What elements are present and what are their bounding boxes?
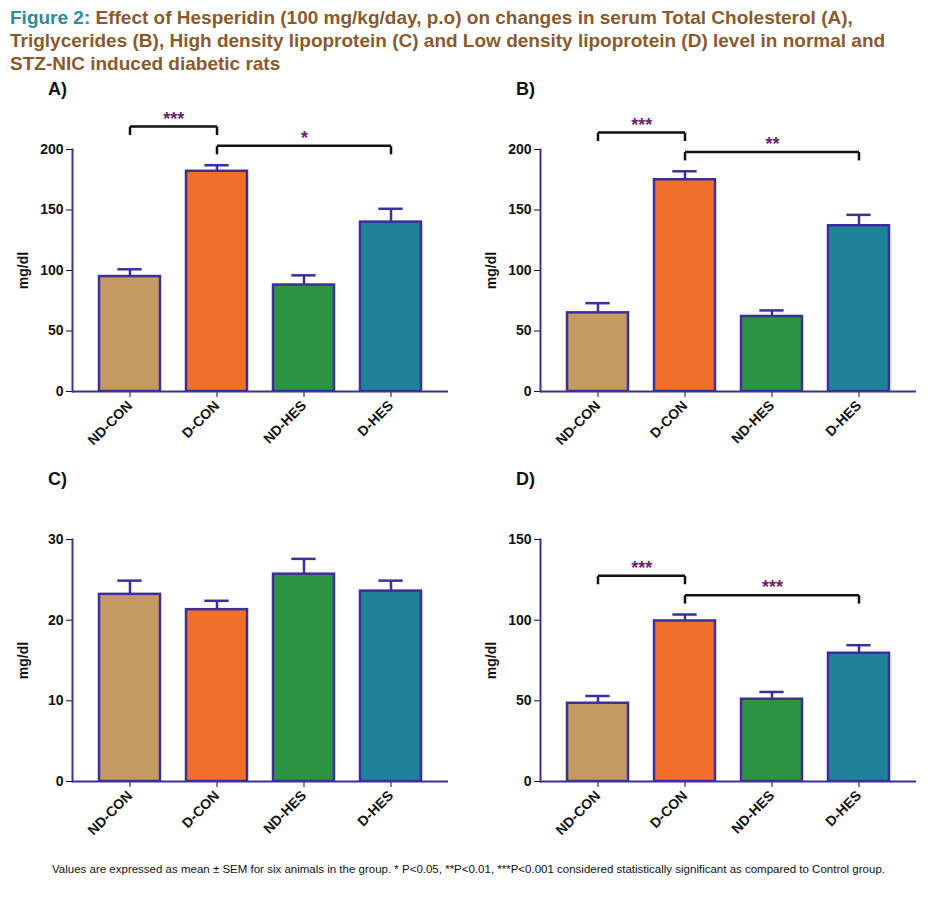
svg-text:D-CON: D-CON: [647, 787, 691, 831]
svg-text:mg/dl: mg/dl: [15, 252, 31, 289]
svg-text:ND-CON: ND-CON: [84, 787, 135, 838]
svg-text:0: 0: [524, 383, 532, 399]
svg-text:50: 50: [48, 322, 64, 338]
svg-text:ND-CON: ND-CON: [84, 397, 135, 448]
svg-text:100: 100: [40, 262, 64, 278]
svg-text:ND-HES: ND-HES: [260, 397, 309, 446]
svg-text:D-CON: D-CON: [647, 397, 691, 441]
svg-text:D-HES: D-HES: [354, 397, 396, 439]
svg-text:10: 10: [48, 692, 64, 708]
svg-text:30: 30: [48, 531, 64, 547]
svg-text:0: 0: [56, 383, 64, 399]
html-text:D): D): [516, 469, 535, 489]
svg-text:**: **: [765, 134, 779, 154]
svg-text:mg/dl: mg/dl: [483, 252, 499, 289]
svg-text:20: 20: [48, 612, 64, 628]
svg-text:ND-HES: ND-HES: [260, 787, 309, 836]
svg-text:50: 50: [516, 692, 532, 708]
html-text:Figure 2: Effect of Hesperidin: Figure 2: Effect of Hesperidin (100 mg/k…: [10, 7, 886, 74]
svg-text:100: 100: [508, 612, 532, 628]
svg-text:150: 150: [40, 201, 64, 217]
html-text:Values are expressed as mean ±: Values are expressed as mean ± SEM for s…: [52, 863, 885, 875]
svg-text:D-CON: D-CON: [179, 787, 223, 831]
svg-text:100: 100: [508, 262, 532, 278]
svg-text:D-HES: D-HES: [822, 397, 864, 439]
svg-text:200: 200: [508, 141, 532, 157]
svg-text:*: *: [301, 128, 308, 148]
html-text:C): C): [48, 469, 67, 489]
svg-text:***: ***: [631, 115, 652, 135]
svg-text:***: ***: [631, 558, 652, 578]
svg-text:D-HES: D-HES: [354, 787, 396, 829]
svg-text:***: ***: [163, 109, 184, 129]
svg-text:ND-HES: ND-HES: [728, 787, 777, 836]
svg-text:200: 200: [40, 141, 64, 157]
svg-text:D-CON: D-CON: [179, 397, 223, 441]
svg-text:ND-CON: ND-CON: [552, 397, 603, 448]
html-text:A): A): [48, 79, 67, 99]
svg-text:150: 150: [508, 201, 532, 217]
svg-text:***: ***: [762, 577, 783, 597]
svg-text:mg/dl: mg/dl: [15, 642, 31, 679]
svg-text:mg/dl: mg/dl: [483, 642, 499, 679]
svg-text:D-HES: D-HES: [822, 787, 864, 829]
svg-text:0: 0: [56, 773, 64, 789]
svg-text:0: 0: [524, 773, 532, 789]
svg-text:ND-HES: ND-HES: [728, 397, 777, 446]
svg-text:50: 50: [516, 322, 532, 338]
html-text:B): B): [516, 79, 535, 99]
svg-text:150: 150: [508, 531, 532, 547]
svg-text:ND-CON: ND-CON: [552, 787, 603, 838]
